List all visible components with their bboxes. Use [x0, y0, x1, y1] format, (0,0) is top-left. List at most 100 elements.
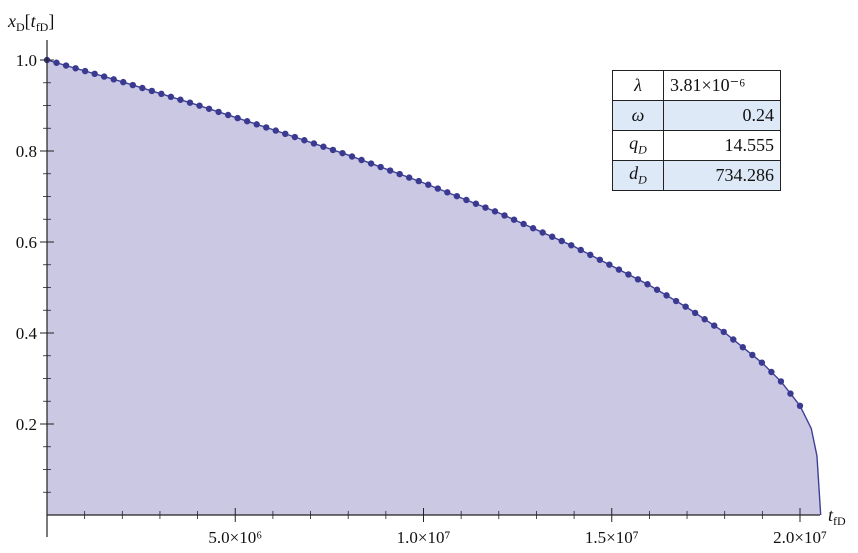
data-point — [224, 111, 232, 119]
data-point — [653, 286, 661, 293]
parameter-value: 14.555 — [663, 130, 781, 161]
parameter-row: ω 0.24 — [612, 100, 781, 131]
data-point — [53, 59, 60, 66]
data-point — [615, 266, 623, 273]
data-point — [444, 189, 451, 196]
data-point — [548, 233, 556, 240]
data-point — [749, 351, 756, 359]
parameter-symbol: λ — [612, 70, 664, 101]
data-point — [482, 204, 489, 211]
data-point — [472, 200, 480, 207]
data-point — [243, 118, 251, 125]
data-point — [596, 256, 604, 263]
parameter-symbol: qD — [612, 130, 664, 161]
data-point — [110, 76, 117, 83]
data-point — [682, 303, 689, 310]
data-point — [663, 292, 670, 299]
data-point — [367, 160, 375, 167]
data-point — [691, 309, 699, 317]
data-point — [577, 246, 584, 254]
parameter-table: λ 3.81×10⁻⁶ ω 0.24 qD 14.555 dD 734.286 — [612, 70, 781, 191]
data-point — [510, 216, 518, 223]
data-point — [787, 390, 794, 397]
data-point — [453, 192, 461, 200]
x-axis-label: tfD — [828, 505, 846, 528]
data-point — [81, 67, 89, 75]
parameter-symbol: ω — [612, 100, 664, 131]
data-point — [272, 127, 279, 134]
data-point — [730, 336, 737, 343]
data-point — [568, 242, 575, 249]
x-tick-label: 5.0×10⁶ — [208, 528, 262, 547]
data-point — [796, 402, 804, 409]
data-point — [606, 261, 613, 268]
data-point — [758, 359, 766, 366]
data-point — [158, 90, 165, 98]
data-point — [120, 78, 127, 86]
parameter-value: 3.81×10⁻⁶ — [663, 70, 781, 101]
data-point — [129, 81, 136, 89]
data-point — [425, 181, 432, 188]
x-tick-label: 2.0×10⁷ — [773, 528, 827, 547]
data-point — [91, 70, 98, 78]
data-point — [253, 121, 260, 128]
data-point — [329, 146, 337, 154]
data-point — [234, 114, 241, 122]
parameter-value: 734.286 — [663, 160, 781, 191]
data-point — [672, 297, 680, 305]
y-tick-label: 0.6 — [16, 233, 37, 252]
data-point — [348, 153, 356, 160]
y-tick-label: 1.0 — [16, 51, 37, 70]
data-point — [186, 99, 194, 106]
data-point — [720, 328, 727, 336]
data-point — [501, 212, 508, 219]
data-point — [358, 156, 365, 164]
data-point — [558, 237, 565, 245]
x-tick-label: 1.0×10⁷ — [397, 528, 451, 547]
data-point — [72, 65, 79, 72]
data-point — [205, 105, 213, 112]
parameter-row: qD 14.555 — [612, 130, 781, 161]
data-point — [711, 322, 718, 329]
data-point — [263, 124, 270, 131]
data-point — [539, 229, 546, 236]
data-point — [320, 143, 327, 150]
data-point — [196, 102, 203, 109]
data-point — [491, 208, 499, 215]
data-point — [777, 378, 785, 385]
data-point — [291, 133, 299, 141]
parameter-row: dD 734.286 — [612, 160, 781, 191]
y-tick-label: 0.2 — [16, 415, 37, 434]
data-point — [167, 93, 175, 101]
y-tick-label: 0.8 — [16, 142, 37, 161]
data-point — [282, 130, 289, 138]
data-point — [215, 108, 222, 116]
parameter-symbol: dD — [612, 160, 664, 191]
data-point — [386, 167, 394, 174]
data-point — [625, 271, 632, 278]
data-point — [139, 84, 146, 92]
data-point — [339, 149, 346, 157]
data-point — [310, 140, 318, 147]
data-point — [396, 170, 403, 178]
area-fill — [47, 60, 821, 515]
parameter-value: 0.24 — [663, 100, 781, 131]
x-tick-label: 1.5×10⁷ — [585, 528, 639, 547]
y-tick-label: 0.4 — [16, 324, 38, 343]
data-point — [520, 220, 527, 228]
data-point — [148, 87, 156, 95]
data-point — [434, 185, 441, 192]
data-point — [100, 73, 108, 80]
data-point — [177, 96, 184, 103]
data-point — [301, 137, 308, 144]
data-point — [701, 316, 708, 323]
parameter-row: λ 3.81×10⁻⁶ — [612, 70, 781, 101]
data-point — [739, 344, 747, 351]
data-point — [415, 177, 422, 185]
data-point — [644, 281, 651, 288]
y-axis-label: xD[tfD] — [7, 11, 54, 34]
data-point — [377, 163, 384, 171]
data-point — [768, 368, 775, 376]
data-point — [529, 225, 537, 232]
